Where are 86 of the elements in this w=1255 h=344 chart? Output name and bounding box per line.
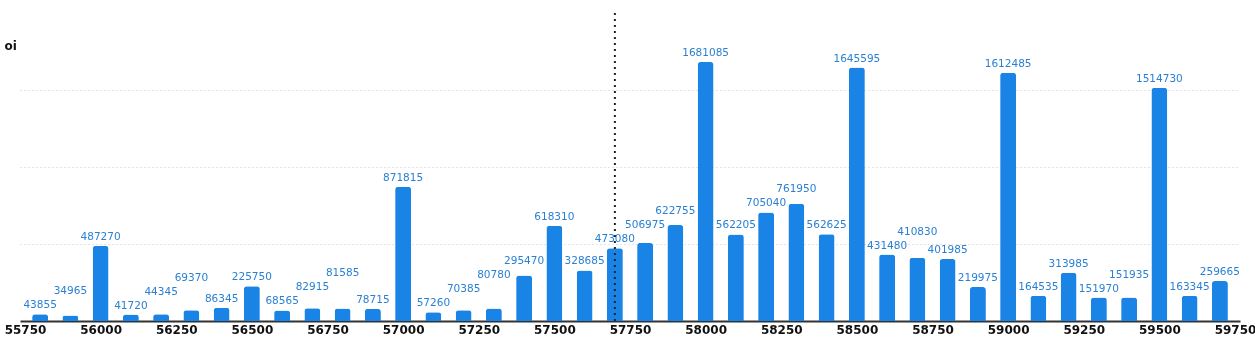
data-label: 34965 [53,284,88,297]
x-tick-label: 57750 [609,322,652,337]
bar [92,245,109,321]
data-label: 618310 [534,209,575,222]
bar [576,270,593,321]
data-label: 44345 [144,284,178,297]
y-axis-title: oi [4,38,17,53]
x-tick-label: 57000 [382,322,425,337]
bar [879,254,896,321]
bar [1000,72,1017,321]
data-label: 871815 [383,170,424,183]
bar [848,67,865,321]
bar [364,308,381,321]
x-tick-label: 59250 [1063,322,1106,337]
data-label: 259665 [1199,265,1240,278]
bar [788,203,805,321]
bar [1211,281,1228,321]
data-label: 41720 [114,298,148,311]
data-label: 225750 [231,270,272,283]
bar [516,275,533,321]
bar [1151,87,1168,321]
data-label: 761950 [776,182,817,195]
data-label: 1612485 [984,56,1032,69]
data-label: 410830 [897,224,938,237]
data-label: 562625 [806,218,847,231]
bar [818,234,835,321]
data-label: 163345 [1169,279,1210,292]
bar [939,259,956,321]
data-label: 43855 [23,298,57,311]
data-label: 1645595 [833,51,881,64]
x-tick-label: 58750 [912,322,954,337]
data-label: 313985 [1048,256,1089,269]
data-label: 328685 [564,254,605,267]
x-tick-label: 59000 [987,322,1030,337]
x-tick-label: 59750 [1214,322,1255,337]
bar [1030,295,1047,321]
x-tick-label: 58250 [760,322,803,337]
data-label: 1681085 [682,46,730,59]
data-label: 506975 [625,218,666,231]
x-tick-label: 58500 [836,322,879,337]
data-label: 80780 [477,268,511,281]
data-label: 431480 [867,238,908,251]
x-tick-label: 56250 [155,322,198,337]
bar [637,242,654,321]
data-label: 68565 [265,294,299,307]
x-tick-label: 56000 [80,322,122,337]
bar [1060,272,1077,321]
bar [697,62,714,321]
x-tick-label: 56500 [231,322,274,337]
x-tick-label: 58000 [685,322,727,337]
data-label: 164535 [1018,279,1059,292]
bar [1181,295,1198,321]
x-tick-label: 59500 [1139,322,1181,337]
bar [667,225,684,321]
data-label: 622755 [655,204,696,217]
data-label: 86345 [204,291,239,304]
data-label: 70385 [446,282,481,295]
bar [1121,297,1138,321]
data-label: 151970 [1078,281,1119,294]
data-label: 487270 [80,229,121,242]
data-label: 562205 [715,218,756,231]
data-label: 473080 [594,232,635,245]
x-tick-label: 55750 [4,322,47,337]
x-tick-label: 57500 [534,322,576,337]
data-label: 219975 [957,271,998,284]
bar [727,234,744,321]
data-label: 295470 [504,254,545,267]
bar [909,257,926,321]
data-label: 57260 [416,296,451,309]
data-label: 151935 [1109,267,1150,280]
data-label: 78715 [356,292,390,305]
bar [758,212,775,321]
data-label: 705040 [746,196,787,209]
data-label: 81585 [325,266,360,279]
data-label: 82915 [295,280,330,293]
data-label: 1514730 [1135,71,1183,84]
x-tick-label: 57250 [458,322,501,337]
bar [1090,297,1107,321]
data-label: 69370 [174,270,209,283]
x-tick-label: 56750 [307,322,349,337]
bar [395,186,412,321]
bar [243,286,260,321]
bar [213,307,230,321]
bar [546,225,563,321]
data-label: 401985 [927,243,968,256]
bar [969,287,986,321]
